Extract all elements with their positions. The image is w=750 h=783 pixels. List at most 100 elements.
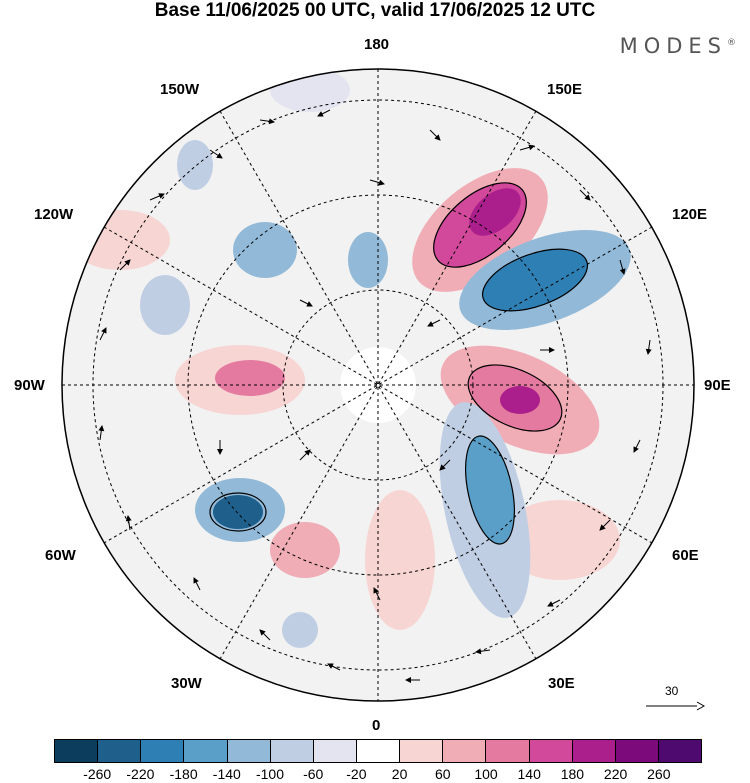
wind-arrow [599, 519, 611, 531]
wind-arrow [259, 629, 271, 641]
colorbar-tick-label: 260 [647, 766, 671, 782]
anomaly-negative [213, 495, 263, 529]
contour-line [481, 248, 589, 312]
lon-label-90w: 90W [14, 377, 45, 394]
contour-line [465, 435, 515, 545]
wind-arrow [547, 599, 561, 607]
lon-label-30w: 30W [171, 675, 202, 692]
anomaly-negative [482, 249, 588, 311]
colorbar [54, 739, 702, 763]
colorbar-swatch [529, 740, 573, 762]
anomaly-negative [282, 612, 318, 648]
colorbar-tick-label: -60 [303, 766, 324, 782]
wind-arrow [579, 189, 591, 201]
colorbar-swatch [400, 740, 444, 762]
anomaly-negative [465, 436, 515, 544]
lon-label-180: 180 [364, 36, 390, 53]
wind-arrow [373, 587, 381, 601]
wind-arrow [149, 193, 165, 201]
colorbar-swatch [443, 740, 487, 762]
map-disk [62, 69, 694, 701]
lon-label-150e: 150E [547, 81, 583, 98]
colorbar-tick-label: -260 [83, 766, 112, 782]
contour-line [467, 364, 563, 432]
map-border [61, 68, 695, 702]
wind-arrow [299, 299, 313, 307]
wind-arrow [475, 648, 491, 655]
registered-mark: ® [727, 38, 736, 48]
colorbar-swatch [184, 740, 228, 762]
colorbar-swatch [356, 740, 401, 762]
colorbar-swatch [313, 740, 357, 762]
colorbar-tick-label: -140 [212, 766, 241, 782]
colorbar-tick-label: 180 [560, 766, 585, 782]
reference-arrow-icon [646, 701, 705, 711]
colorbar-tick-label: 20 [391, 766, 408, 782]
colorbar-swatch [572, 740, 616, 762]
wind-arrow [427, 319, 441, 327]
colorbar-swatch [486, 740, 530, 762]
colorbar-ticks: -260 -220 -180 -140 -100 -60 -20 20 60 100 140 180 2… [54, 766, 702, 783]
colorbar-tick-label: 60 [435, 766, 451, 782]
colorbar-swatch [658, 740, 702, 762]
colorbar-tick-label: -220 [126, 766, 155, 782]
colorbar-tick-label: -100 [255, 766, 285, 782]
anomaly-positive [70, 210, 170, 270]
wind-arrow [299, 449, 311, 461]
wind-arrow [119, 259, 131, 271]
colorbar-tick-label: -180 [169, 766, 198, 782]
wind-vectors [98, 109, 652, 683]
anomaly-positive [215, 360, 285, 396]
lon-label-30e: 30E [548, 675, 575, 692]
wind-arrow [519, 144, 535, 151]
colorbar-swatch [615, 740, 659, 762]
wind-arrow [327, 663, 341, 671]
wind-arrow [619, 259, 626, 275]
contour-line [209, 492, 267, 532]
anomaly-positive [500, 386, 540, 414]
colorbar-swatch [270, 740, 314, 762]
contour-line [433, 182, 527, 268]
anomaly-negative [140, 275, 190, 335]
lon-label-60e: 60E [672, 547, 699, 564]
wind-arrow [645, 339, 652, 355]
map-title: Base 11/06/2025 00 UTC, valid 17/06/2025… [154, 0, 596, 21]
anomaly-positive [469, 188, 521, 236]
wind-arrow [125, 515, 132, 531]
colorbar-tick-label: 140 [517, 766, 541, 782]
wind-arrow [439, 459, 451, 471]
lon-label-90e: 90E [704, 377, 731, 394]
wind-arrow [193, 577, 201, 591]
colorbar-swatch [227, 740, 271, 762]
contours [209, 182, 589, 545]
anomaly-negative [177, 140, 213, 190]
wind-arrow [259, 118, 275, 125]
north-pole-area [340, 347, 416, 423]
colorbar-swatch [55, 740, 99, 762]
anomaly-negative [233, 222, 297, 278]
lon-label-150w: 150W [160, 81, 200, 98]
lon-label-60w: 60W [45, 547, 76, 564]
colorbar-swatch [141, 740, 185, 762]
anomaly-positive [270, 522, 340, 578]
lon-label-120e: 120E [672, 206, 708, 223]
reference-vector-label: 30 [665, 684, 679, 698]
lon-label-120w: 120W [34, 206, 74, 223]
brand-name: MODES [619, 34, 727, 58]
anomaly-negative [348, 232, 388, 288]
colorbar-tick-label: 100 [474, 766, 498, 782]
wind-arrow [99, 327, 107, 341]
wind-arrow [98, 425, 105, 441]
colorbar-tick-label: 220 [603, 766, 628, 782]
wind-arrow [429, 129, 441, 141]
colorbar-swatch [98, 740, 142, 762]
anomaly-positive [365, 490, 435, 630]
wind-arrow [369, 179, 385, 186]
wind-arrow [633, 439, 641, 453]
wind-arrow [209, 149, 223, 159]
brand-logo: MODES® [620, 34, 736, 58]
colorbar-tick-label: -20 [346, 766, 367, 782]
lon-label-0: 0 [372, 717, 381, 734]
anomaly-negative [270, 69, 350, 112]
